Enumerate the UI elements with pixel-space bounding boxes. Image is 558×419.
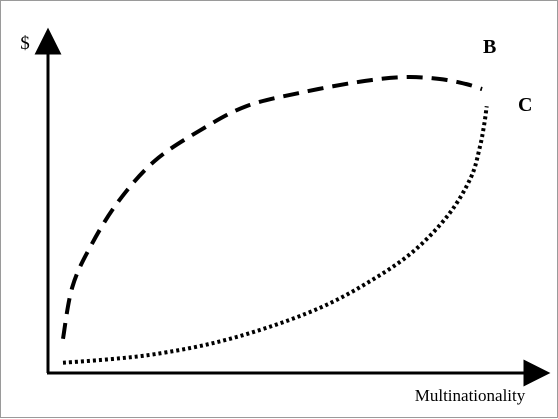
series-b-line (61, 75, 483, 340)
series-c-label: C (518, 94, 532, 116)
series-b-label: B (483, 36, 496, 58)
y-axis-label: $ (20, 33, 30, 54)
x-axis-label: Multinationality (415, 386, 526, 405)
series-c-line (62, 105, 489, 365)
